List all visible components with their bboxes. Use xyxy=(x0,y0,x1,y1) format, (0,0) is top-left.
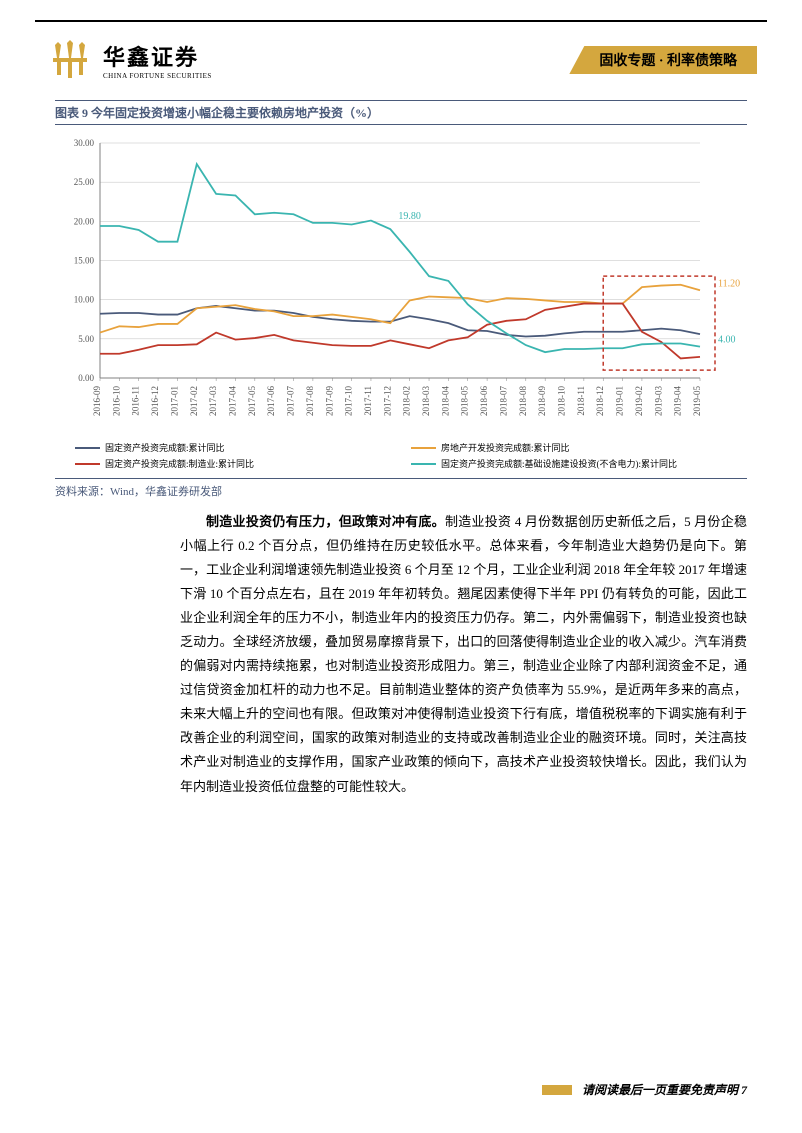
svg-text:2018-09: 2018-09 xyxy=(537,386,547,416)
svg-text:2016-10: 2016-10 xyxy=(111,386,121,416)
svg-text:20.00: 20.00 xyxy=(74,216,95,226)
legend-label: 固定资产投资完成额:制造业:累计同比 xyxy=(105,457,254,470)
svg-text:25.00: 25.00 xyxy=(74,177,95,187)
legend-swatch xyxy=(411,463,436,465)
svg-text:2019-05: 2019-05 xyxy=(692,386,702,416)
svg-text:2017-06: 2017-06 xyxy=(266,386,276,416)
svg-text:2017-10: 2017-10 xyxy=(344,386,354,416)
legend-label: 房地产开发投资完成额:累计同比 xyxy=(441,441,570,454)
svg-text:2019-02: 2019-02 xyxy=(634,386,644,416)
svg-text:2018-02: 2018-02 xyxy=(402,386,412,416)
legend-item: 房地产开发投资完成额:累计同比 xyxy=(411,441,727,454)
svg-text:15.00: 15.00 xyxy=(74,256,95,266)
chart-section: 图表 9 今年固定投资增速小幅企稳主要依赖房地产投资（%） 0.00 5.00 10… xyxy=(55,100,747,499)
svg-text:2016-11: 2016-11 xyxy=(131,386,141,416)
svg-text:2018-11: 2018-11 xyxy=(576,386,586,416)
logo-cn: 华鑫证券 xyxy=(103,40,212,72)
footer-text: 请阅读最后一页重要免责声明 7 xyxy=(582,1081,747,1098)
svg-text:2016-12: 2016-12 xyxy=(150,386,160,416)
legend-label: 固定资产投资完成额:累计同比 xyxy=(105,441,225,454)
svg-text:2018-12: 2018-12 xyxy=(595,386,605,416)
svg-text:2017-04: 2017-04 xyxy=(227,386,237,416)
header: 华鑫证券 CHINA FORTUNE SECURITIES 固收专题 · 利率债… xyxy=(45,30,757,90)
svg-text:2017-08: 2017-08 xyxy=(305,386,315,416)
svg-text:2019-01: 2019-01 xyxy=(615,386,625,416)
svg-text:2018-04: 2018-04 xyxy=(440,386,450,416)
body-content: 制造业投资 4 月份数据创历史新低之后，5 月份企稳小幅上行 0.2 个百分点，… xyxy=(180,514,747,794)
logo-en: CHINA FORTUNE SECURITIES xyxy=(103,72,212,80)
svg-text:4.00: 4.00 xyxy=(718,335,736,346)
svg-text:2017-03: 2017-03 xyxy=(208,386,218,416)
svg-text:30.00: 30.00 xyxy=(74,138,95,148)
legend-label: 固定资产投资完成额:基础设施建设投资(不含电力):累计同比 xyxy=(441,457,677,470)
svg-text:10.00: 10.00 xyxy=(74,295,95,305)
svg-text:2018-03: 2018-03 xyxy=(421,386,431,416)
svg-text:5.00: 5.00 xyxy=(78,334,94,344)
chart-source: 资料来源：Wind，华鑫证券研发部 xyxy=(55,483,747,499)
svg-text:2018-06: 2018-06 xyxy=(479,386,489,416)
svg-text:2017-07: 2017-07 xyxy=(286,386,296,416)
body-text: 制造业投资仍有压力，但政策对冲有底。制造业投资 4 月份数据创历史新低之后，5 … xyxy=(180,510,747,799)
svg-text:2019-03: 2019-03 xyxy=(653,386,663,416)
svg-text:2017-02: 2017-02 xyxy=(189,386,199,416)
legend-swatch xyxy=(411,447,436,449)
body-lead: 制造业投资仍有压力，但政策对冲有底。 xyxy=(206,514,445,529)
logo-icon xyxy=(45,40,95,80)
svg-text:2017-01: 2017-01 xyxy=(169,386,179,416)
svg-text:2018-07: 2018-07 xyxy=(498,386,508,416)
legend-item: 固定资产投资完成额:制造业:累计同比 xyxy=(75,457,391,470)
svg-text:2017-05: 2017-05 xyxy=(247,386,257,416)
legend-item: 固定资产投资完成额:基础设施建设投资(不含电力):累计同比 xyxy=(411,457,727,470)
logo: 华鑫证券 CHINA FORTUNE SECURITIES xyxy=(45,40,212,80)
chart-legend: 固定资产投资完成额:累计同比 房地产开发投资完成额:累计同比 固定资产投资完成额… xyxy=(55,433,747,479)
svg-text:2018-10: 2018-10 xyxy=(557,386,567,416)
svg-text:2018-05: 2018-05 xyxy=(460,386,470,416)
svg-text:2019-04: 2019-04 xyxy=(673,386,683,416)
svg-text:19.80: 19.80 xyxy=(398,211,421,222)
header-tag: 固收专题 · 利率债策略 xyxy=(569,46,757,74)
svg-text:2017-12: 2017-12 xyxy=(382,386,392,416)
footer: 请阅读最后一页重要免责声明 7 xyxy=(542,1081,747,1098)
footer-bar-icon xyxy=(542,1085,572,1095)
chart-title-bar: 图表 9 今年固定投资增速小幅企稳主要依赖房地产投资（%） xyxy=(55,100,747,125)
svg-text:2017-09: 2017-09 xyxy=(324,386,334,416)
legend-swatch xyxy=(75,447,100,449)
svg-text:2016-09: 2016-09 xyxy=(92,386,102,416)
chart-title: 图表 9 今年固定投资增速小幅企稳主要依赖房地产投资（%） xyxy=(55,104,747,121)
svg-text:0.00: 0.00 xyxy=(78,373,94,383)
legend-item: 固定资产投资完成额:累计同比 xyxy=(75,441,391,454)
svg-text:2018-08: 2018-08 xyxy=(518,386,528,416)
svg-text:11.20: 11.20 xyxy=(718,278,740,289)
chart-container: 0.00 5.00 10.00 15.00 20.00 25.00 30.00 2016-09… xyxy=(55,133,745,433)
line-chart: 0.00 5.00 10.00 15.00 20.00 25.00 30.00 2016-09… xyxy=(55,133,745,433)
svg-text:2017-11: 2017-11 xyxy=(363,386,373,416)
legend-swatch xyxy=(75,463,100,465)
logo-text: 华鑫证券 CHINA FORTUNE SECURITIES xyxy=(103,40,212,80)
